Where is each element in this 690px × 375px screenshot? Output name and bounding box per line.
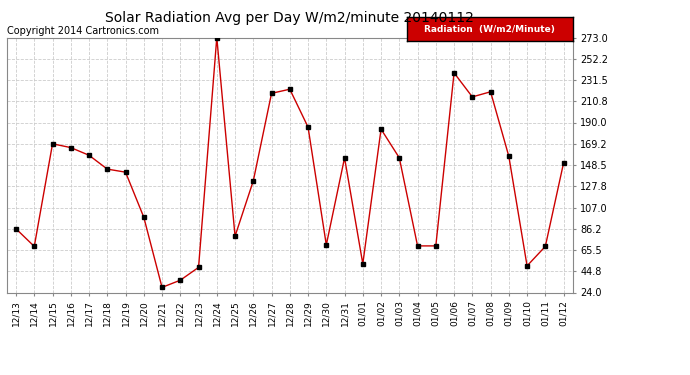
Text: Radiation  (W/m2/Minute): Radiation (W/m2/Minute) bbox=[424, 25, 555, 34]
Text: Solar Radiation Avg per Day W/m2/minute 20140112: Solar Radiation Avg per Day W/m2/minute … bbox=[106, 11, 474, 25]
Text: Copyright 2014 Cartronics.com: Copyright 2014 Cartronics.com bbox=[7, 26, 159, 36]
